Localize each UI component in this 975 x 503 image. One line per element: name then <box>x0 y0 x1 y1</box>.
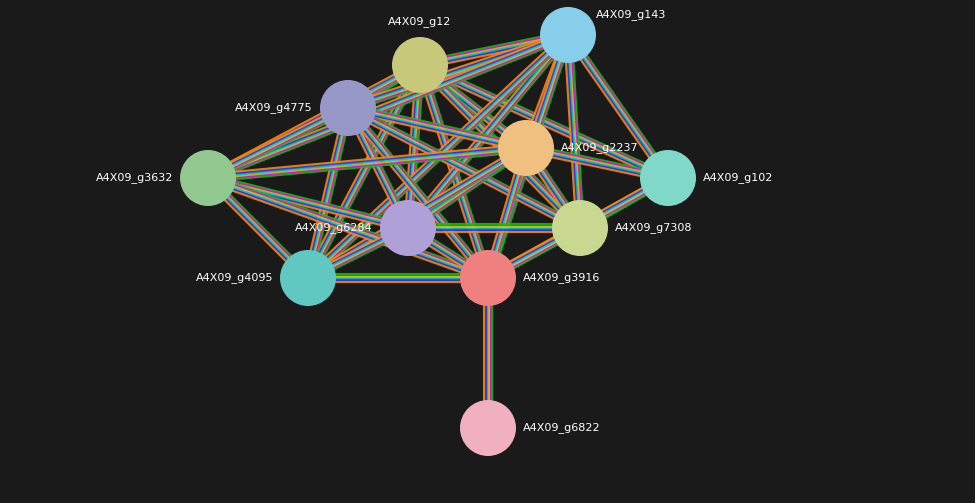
Text: A4X09_g4095: A4X09_g4095 <box>196 273 273 284</box>
Text: A4X09_g6822: A4X09_g6822 <box>523 423 601 434</box>
Text: A4X09_g2237: A4X09_g2237 <box>561 142 639 153</box>
Text: A4X09_g12: A4X09_g12 <box>388 16 451 27</box>
Circle shape <box>460 250 516 306</box>
Circle shape <box>180 150 236 206</box>
Text: A4X09_g143: A4X09_g143 <box>596 10 666 21</box>
Text: A4X09_g3916: A4X09_g3916 <box>523 273 601 284</box>
Circle shape <box>320 80 376 136</box>
Circle shape <box>540 7 596 63</box>
Text: A4X09_g4775: A4X09_g4775 <box>235 103 313 114</box>
Circle shape <box>640 150 696 206</box>
Circle shape <box>392 37 448 93</box>
Text: A4X09_g6284: A4X09_g6284 <box>295 222 373 233</box>
Text: A4X09_g7308: A4X09_g7308 <box>615 222 692 233</box>
Text: A4X09_g3632: A4X09_g3632 <box>96 173 173 184</box>
Circle shape <box>280 250 336 306</box>
Circle shape <box>498 120 554 176</box>
Circle shape <box>552 200 608 256</box>
Circle shape <box>380 200 436 256</box>
Circle shape <box>460 400 516 456</box>
Text: A4X09_g102: A4X09_g102 <box>703 173 773 184</box>
